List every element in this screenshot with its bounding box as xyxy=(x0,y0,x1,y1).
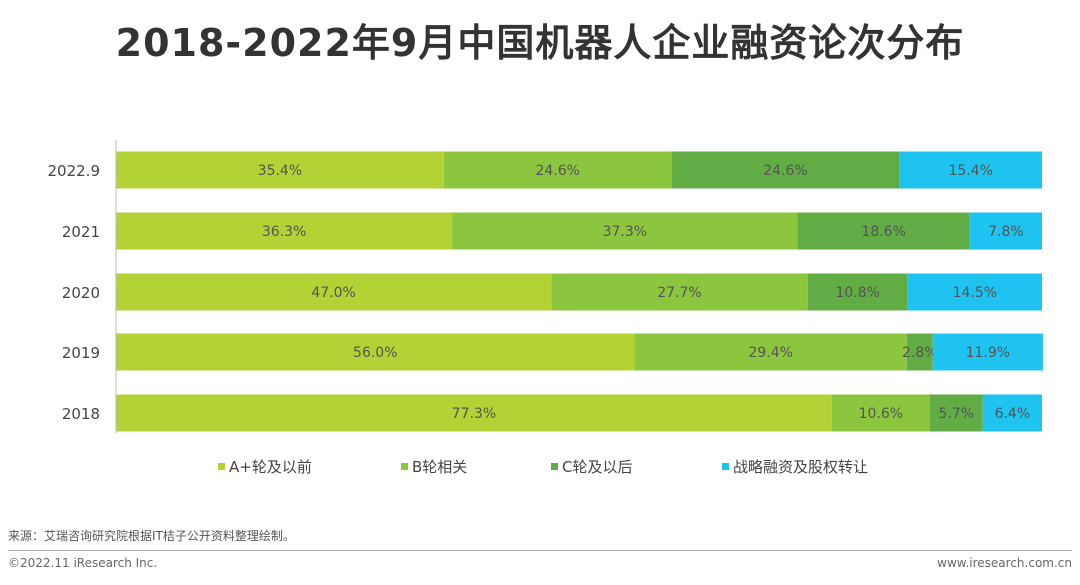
bar-segment xyxy=(116,394,832,432)
bar-segment xyxy=(899,151,1042,189)
legend-item: A+轮及以前 xyxy=(218,456,312,477)
bar-segment xyxy=(982,394,1042,432)
data-label: 47.0% xyxy=(311,285,355,301)
data-label: 2.8% xyxy=(902,345,938,361)
copyright: ©2022.11 iResearch Inc. xyxy=(8,556,158,570)
data-label: 15.4% xyxy=(948,163,992,179)
bar-segment xyxy=(116,151,444,189)
data-label: 37.3% xyxy=(603,224,647,240)
data-label: 24.6% xyxy=(535,163,579,179)
data-label: 77.3% xyxy=(452,406,496,422)
website-link[interactable]: www.iresearch.com.cn xyxy=(937,556,1072,570)
data-label: 5.7% xyxy=(939,406,975,422)
bar-segment xyxy=(932,333,1043,371)
data-label: 7.8% xyxy=(988,224,1024,240)
legend-label: 战略融资及股权转让 xyxy=(733,458,869,476)
bar-segment xyxy=(671,151,900,189)
data-label: 10.6% xyxy=(859,406,903,422)
source-note: 来源：艾瑞咨询研究院根据IT桔子公开资料整理绘制。 xyxy=(8,529,295,543)
bar-segment xyxy=(443,151,672,189)
bar-segment xyxy=(831,394,930,432)
bar-segment xyxy=(452,212,798,250)
legend-label: C轮及以后 xyxy=(562,458,633,476)
data-label: 10.8% xyxy=(835,285,879,301)
legend-swatch xyxy=(551,463,558,470)
chart-title: 2018-2022年9月中国机器人企业融资论次分布 xyxy=(115,21,965,65)
data-label: 36.3% xyxy=(262,224,306,240)
legend-swatch xyxy=(218,463,225,470)
data-label: 24.6% xyxy=(763,163,807,179)
data-label: 6.4% xyxy=(995,406,1031,422)
legend-swatch xyxy=(401,463,408,470)
category-label: 2019 xyxy=(62,344,100,362)
bar-segment xyxy=(116,273,552,311)
legend-label: B轮相关 xyxy=(412,458,468,476)
legend-label: A+轮及以前 xyxy=(229,458,312,476)
stacked-bar-chart: 2022.9 35.4% 24.6% 24.6% 15.4% 2021 36.3% 37.3%… xyxy=(48,140,1043,433)
bar-segment xyxy=(906,333,933,371)
bar-segment xyxy=(907,273,1042,311)
bar-segment xyxy=(116,212,453,250)
legend: A+轮及以前 B轮相关 C轮及以后 战略融资及股权转让 xyxy=(0,456,1080,478)
category-label: 2018 xyxy=(62,405,100,423)
category-label: 2020 xyxy=(62,284,100,302)
data-label: 27.7% xyxy=(657,285,701,301)
data-label: 14.5% xyxy=(953,285,997,301)
category-label: 2022.9 xyxy=(48,162,101,180)
bar-segment xyxy=(929,394,983,432)
bar-segment xyxy=(634,333,907,371)
data-label: 56.0% xyxy=(353,345,397,361)
legend-item: B轮相关 xyxy=(401,456,467,477)
bar-segment xyxy=(797,212,970,250)
data-label: 29.4% xyxy=(748,345,792,361)
legend-item: 战略融资及股权转让 xyxy=(722,456,868,477)
legend-item: C轮及以后 xyxy=(551,456,632,477)
data-label: 11.9% xyxy=(966,345,1010,361)
legend-swatch xyxy=(722,463,729,470)
bar-segment xyxy=(969,212,1042,250)
footer-divider xyxy=(8,550,1072,551)
bar-segment xyxy=(551,273,808,311)
bar-segment xyxy=(807,273,908,311)
bar-segment xyxy=(116,333,635,371)
data-label: 18.6% xyxy=(861,224,905,240)
category-label: 2021 xyxy=(62,223,100,241)
data-label: 35.4% xyxy=(258,163,302,179)
